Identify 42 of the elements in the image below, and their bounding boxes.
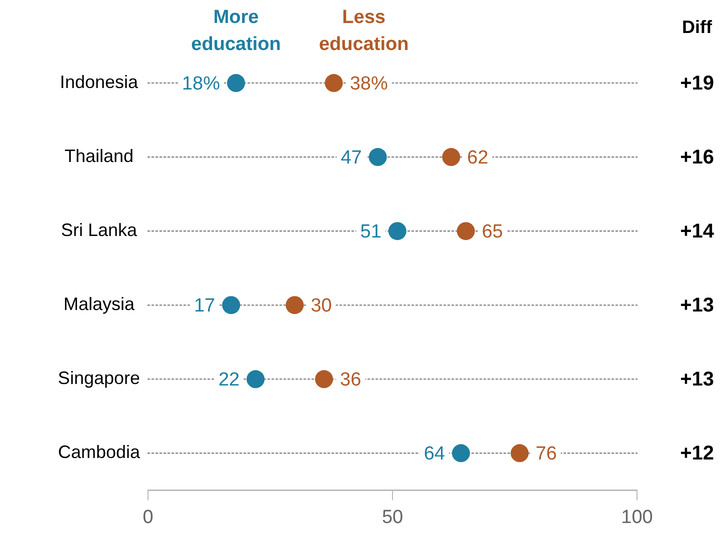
point [388,222,406,240]
data-label: 18% [182,73,220,94]
y-tick-label: Thailand [64,146,134,166]
y-tick-label: Malaysia [63,294,136,314]
x-tick-label: 0 [142,506,154,528]
point [315,370,334,388]
point [452,444,470,462]
x-tick-label: 100 [621,506,653,528]
point [510,444,529,462]
text: Diff [682,16,713,37]
data-label: 38% [350,73,388,94]
data-label: 47 [340,147,362,168]
point [456,222,475,240]
y-tick-label: Indonesia [60,72,139,92]
point [222,296,240,314]
data-label: 22 [218,369,240,390]
data-label: 30 [310,295,332,316]
series-label: Less education [318,7,409,56]
point [246,370,265,388]
text: +13 [680,294,714,317]
data-label: 65 [482,221,503,242]
point [368,148,387,166]
point [227,74,246,92]
data-label: 64 [424,443,446,464]
data-label: 62 [467,147,488,168]
data-label: 17 [194,295,216,316]
point [324,74,343,92]
text: +12 [680,442,714,465]
data-label: 36 [340,369,362,390]
data-label: 51 [360,221,382,242]
x-tick-label: 50 [382,506,404,528]
text: More education [191,7,281,56]
text: +13 [680,368,714,391]
text: +19 [680,72,714,95]
text: +16 [680,146,714,169]
y-tick-label: Sri Lanka [60,220,138,240]
point [286,296,304,314]
y-tick-label: Cambodia [58,442,141,462]
data-label: 76 [536,443,557,464]
point [442,148,460,166]
text: +14 [680,220,715,243]
y-tick-label: Singapore [58,368,140,388]
